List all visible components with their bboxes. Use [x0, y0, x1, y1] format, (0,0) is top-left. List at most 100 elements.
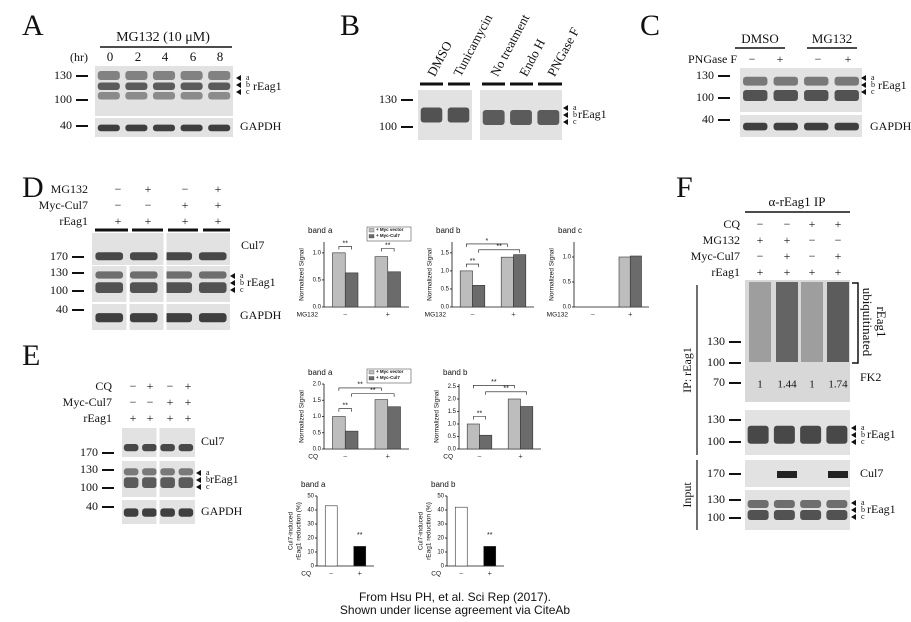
blot-band — [180, 92, 203, 100]
legend-box — [366, 368, 412, 384]
blot-band — [97, 82, 120, 90]
label: c — [861, 512, 865, 521]
blot-band — [800, 425, 822, 444]
blot-band — [747, 500, 769, 508]
label: ** — [385, 242, 391, 249]
y-tick-label: 0.5 — [448, 434, 457, 440]
bar — [324, 505, 338, 567]
label: ** — [487, 532, 493, 539]
label: 130 — [707, 334, 725, 348]
blot-band — [160, 508, 175, 517]
label: 130 — [707, 492, 725, 506]
blot-gap — [126, 304, 130, 330]
smear — [749, 282, 771, 362]
label: CQ — [95, 379, 112, 393]
y-tick-label: 0.5 — [441, 287, 450, 293]
label: + — [757, 233, 764, 247]
label: band a — [308, 226, 333, 235]
label: + — [357, 569, 362, 578]
arrowhead — [236, 89, 241, 95]
label: + — [835, 249, 842, 263]
y-tick-label: 0.0 — [563, 305, 572, 311]
label: − — [590, 310, 595, 319]
label: + — [182, 214, 189, 228]
blot-band — [164, 271, 193, 279]
label: − — [757, 249, 764, 263]
bar — [332, 416, 346, 450]
arrowhead — [851, 425, 856, 431]
y-tick-label: 30 — [307, 522, 314, 528]
label: + — [185, 379, 192, 393]
y-tick-label: 0.5 — [313, 277, 322, 283]
label: rEag1 — [867, 427, 896, 441]
blot-band — [800, 510, 822, 520]
bar — [479, 434, 493, 450]
label: + — [784, 233, 791, 247]
label: − — [809, 233, 816, 247]
y-tick-label: 40 — [307, 508, 314, 514]
label: 100 — [50, 283, 68, 297]
y-tick-label: 0.5 — [313, 430, 322, 436]
label: rEag1 — [253, 79, 282, 93]
bracket — [338, 408, 352, 412]
blot-band — [537, 110, 560, 125]
label: Myc-Cul7 — [691, 249, 740, 263]
label: + Myc vector — [376, 369, 404, 374]
bar — [483, 546, 497, 567]
blot-band — [208, 92, 231, 100]
blot-band — [142, 508, 157, 517]
blot-band — [95, 282, 124, 293]
blot-band — [123, 477, 139, 488]
y-tick-label: 20 — [437, 536, 444, 542]
bar — [387, 271, 401, 308]
label: Shown under license agreement via CiteAb — [340, 603, 570, 617]
label: 100 — [707, 510, 725, 524]
arrowhead — [563, 105, 568, 111]
bracket — [478, 249, 520, 253]
blot-gap — [163, 266, 167, 302]
label: − — [147, 395, 154, 409]
label: α-rEag1 IP — [769, 194, 826, 209]
label: MG132 — [51, 182, 88, 196]
y-tick-label: 10 — [307, 550, 314, 556]
bar — [513, 254, 527, 308]
bar — [500, 256, 514, 308]
blot — [740, 115, 862, 137]
label: − — [757, 217, 764, 231]
label: Normalized Signal — [299, 248, 306, 301]
label: band a — [308, 368, 333, 377]
label: + — [145, 214, 152, 228]
legend-swatch — [368, 228, 375, 233]
label: 170 — [707, 466, 725, 480]
blot-band — [747, 425, 769, 444]
arrowhead — [230, 287, 235, 293]
label: MG132 — [812, 31, 852, 46]
arrowhead — [230, 280, 235, 286]
label: ** — [343, 240, 349, 247]
label: ** — [357, 532, 363, 539]
y-tick-label: 2.5 — [448, 384, 457, 390]
label: GAPDH — [240, 308, 282, 322]
blot-band — [180, 82, 203, 90]
label: 100 — [707, 355, 725, 369]
label: + — [182, 198, 189, 212]
bar — [454, 506, 468, 567]
label: + — [777, 52, 784, 66]
label: DMSO — [741, 31, 779, 46]
label: − — [115, 182, 122, 196]
label: 130 — [54, 68, 72, 82]
label: Normalized Signal — [427, 248, 434, 301]
label: 1.74 — [828, 379, 848, 391]
label: c — [861, 437, 865, 446]
blot-band — [800, 500, 822, 508]
blot-band — [152, 82, 176, 90]
label: a — [573, 103, 577, 112]
blot-band — [95, 271, 124, 279]
label: MG132 — [547, 312, 569, 319]
label: + — [215, 182, 222, 196]
label: ** — [477, 410, 483, 417]
arrowhead — [861, 82, 866, 88]
blot-band — [826, 500, 848, 508]
label: C — [640, 9, 660, 42]
label: − — [459, 569, 464, 578]
